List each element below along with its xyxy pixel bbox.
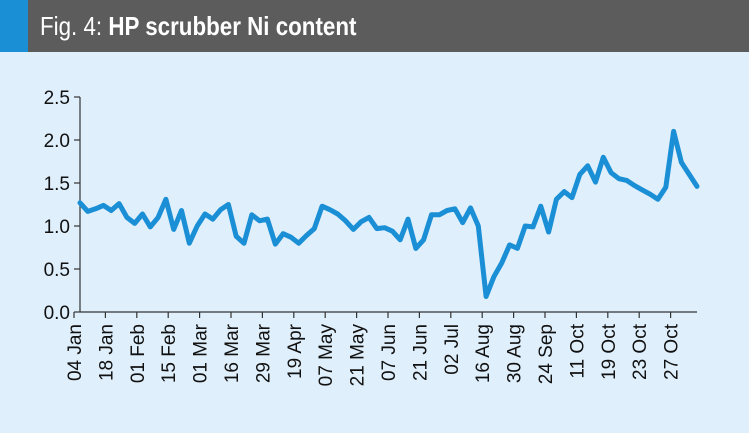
y-tick-label: 0.5	[44, 260, 70, 281]
series-line	[77, 128, 700, 299]
x-tick-label: 19 Apr	[285, 323, 306, 379]
x-tick-label: 01 Feb	[128, 324, 149, 383]
line-chart: 0.0 0.5 1.0 1.5 2.0 2.5 04 Jan 18 Jan 01 Feb 15 F…	[44, 88, 700, 387]
x-tick-label: 19 Oct	[599, 323, 620, 380]
x-tick-label: 07 Jun	[379, 324, 400, 381]
y-tick-label: 2.5	[44, 88, 70, 109]
y-tick-label: 0.0	[44, 303, 70, 324]
x-tick-label: 01 Mar	[191, 323, 212, 383]
x-tick-label: 21 May	[348, 324, 369, 387]
x-tick-label: 27 Oct	[662, 323, 683, 380]
header-accent-bar	[0, 0, 28, 52]
x-tick-label: 24 Sep	[536, 324, 557, 384]
y-tick-label: 1.0	[44, 217, 70, 238]
x-tick-label: 07 May	[316, 324, 337, 387]
figure-title: Fig. 4: HP scrubber Ni content	[40, 10, 356, 42]
x-tick-label: 21 Jun	[410, 324, 431, 381]
x-tick-label: 23 Oct	[630, 323, 651, 380]
x-tick-label: 18 Jan	[96, 324, 117, 381]
x-tick-label: 29 Mar	[253, 323, 274, 383]
x-tick-label: 11 Oct	[567, 323, 588, 378]
chart-title: HP scrubber Ni content	[108, 11, 357, 41]
y-tick-label: 1.5	[44, 174, 70, 195]
x-tick-label: 16 Mar	[222, 323, 243, 383]
figure-label: Fig. 4:	[40, 11, 103, 41]
y-tick-label: 2.0	[44, 131, 70, 152]
x-tick-label: 04 Jan	[65, 324, 86, 381]
figure-header: Fig. 4: HP scrubber Ni content	[0, 0, 749, 52]
x-tick-label: 02 Jul	[442, 324, 463, 375]
x-tick-label: 16 Aug	[473, 324, 494, 383]
x-tick-label: 30 Aug	[505, 324, 526, 383]
x-tick-label: 15 Feb	[159, 324, 180, 383]
